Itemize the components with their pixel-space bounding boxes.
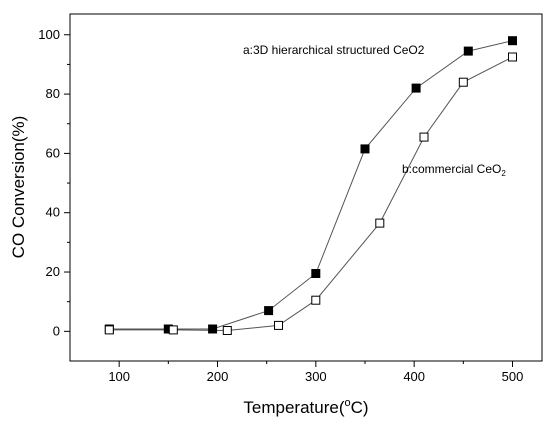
y-tick-label: 40 <box>46 205 60 220</box>
x-tick-label: 200 <box>207 369 229 384</box>
series-a-annotation: a:3D hierarchical structured CeO2 <box>243 43 425 57</box>
x-axis-title-unit: C) <box>351 398 369 417</box>
y-tick-label: 60 <box>46 145 60 160</box>
series-b-line <box>109 56 513 332</box>
series-b-annotation-subscript: 2 <box>501 169 506 178</box>
y-tick-label: 100 <box>38 27 60 42</box>
series-b-annotation-main: b:commercial CeO <box>402 162 501 176</box>
series-b-point <box>104 325 114 335</box>
y-tick-label: 20 <box>46 264 60 279</box>
x-tick-label: 300 <box>305 369 327 384</box>
series-a-point <box>264 306 274 316</box>
series-b-point <box>168 325 178 335</box>
series-b-point <box>419 132 429 142</box>
series-a-point <box>411 83 421 93</box>
series-a-point <box>360 144 370 154</box>
x-tick-label: 400 <box>403 369 425 384</box>
plot-frame <box>69 13 543 362</box>
y-tick-label: 0 <box>53 323 60 338</box>
series-lines <box>109 40 513 332</box>
y-tick-label: 80 <box>46 86 60 101</box>
series-a-point <box>208 324 218 334</box>
x-axis-title-main: Temperature( <box>243 398 344 417</box>
x-tick-label: 100 <box>108 369 130 384</box>
series-a-point <box>508 36 517 46</box>
series-a-point <box>463 46 473 56</box>
series-b-point <box>458 77 468 87</box>
y-axis-title: CO Conversion(%) <box>9 116 28 259</box>
series-a-point <box>311 269 321 278</box>
x-tick-label: 500 <box>502 369 524 384</box>
series-b-point <box>222 326 232 335</box>
series-b-point <box>274 320 283 330</box>
series-b-point <box>375 218 385 228</box>
series-a-line <box>109 40 513 330</box>
series-b-point <box>311 295 321 305</box>
x-axis-title-degree: o <box>345 397 351 409</box>
series-markers <box>104 36 517 335</box>
axis-ticks: 100 200 300 400 500 0 20 40 60 80 100 <box>38 27 523 384</box>
x-axis-title: Temperature(oC) <box>243 397 368 417</box>
series-b-point <box>508 52 517 62</box>
series-b-annotation: b:commercial CeO2 <box>402 162 506 178</box>
